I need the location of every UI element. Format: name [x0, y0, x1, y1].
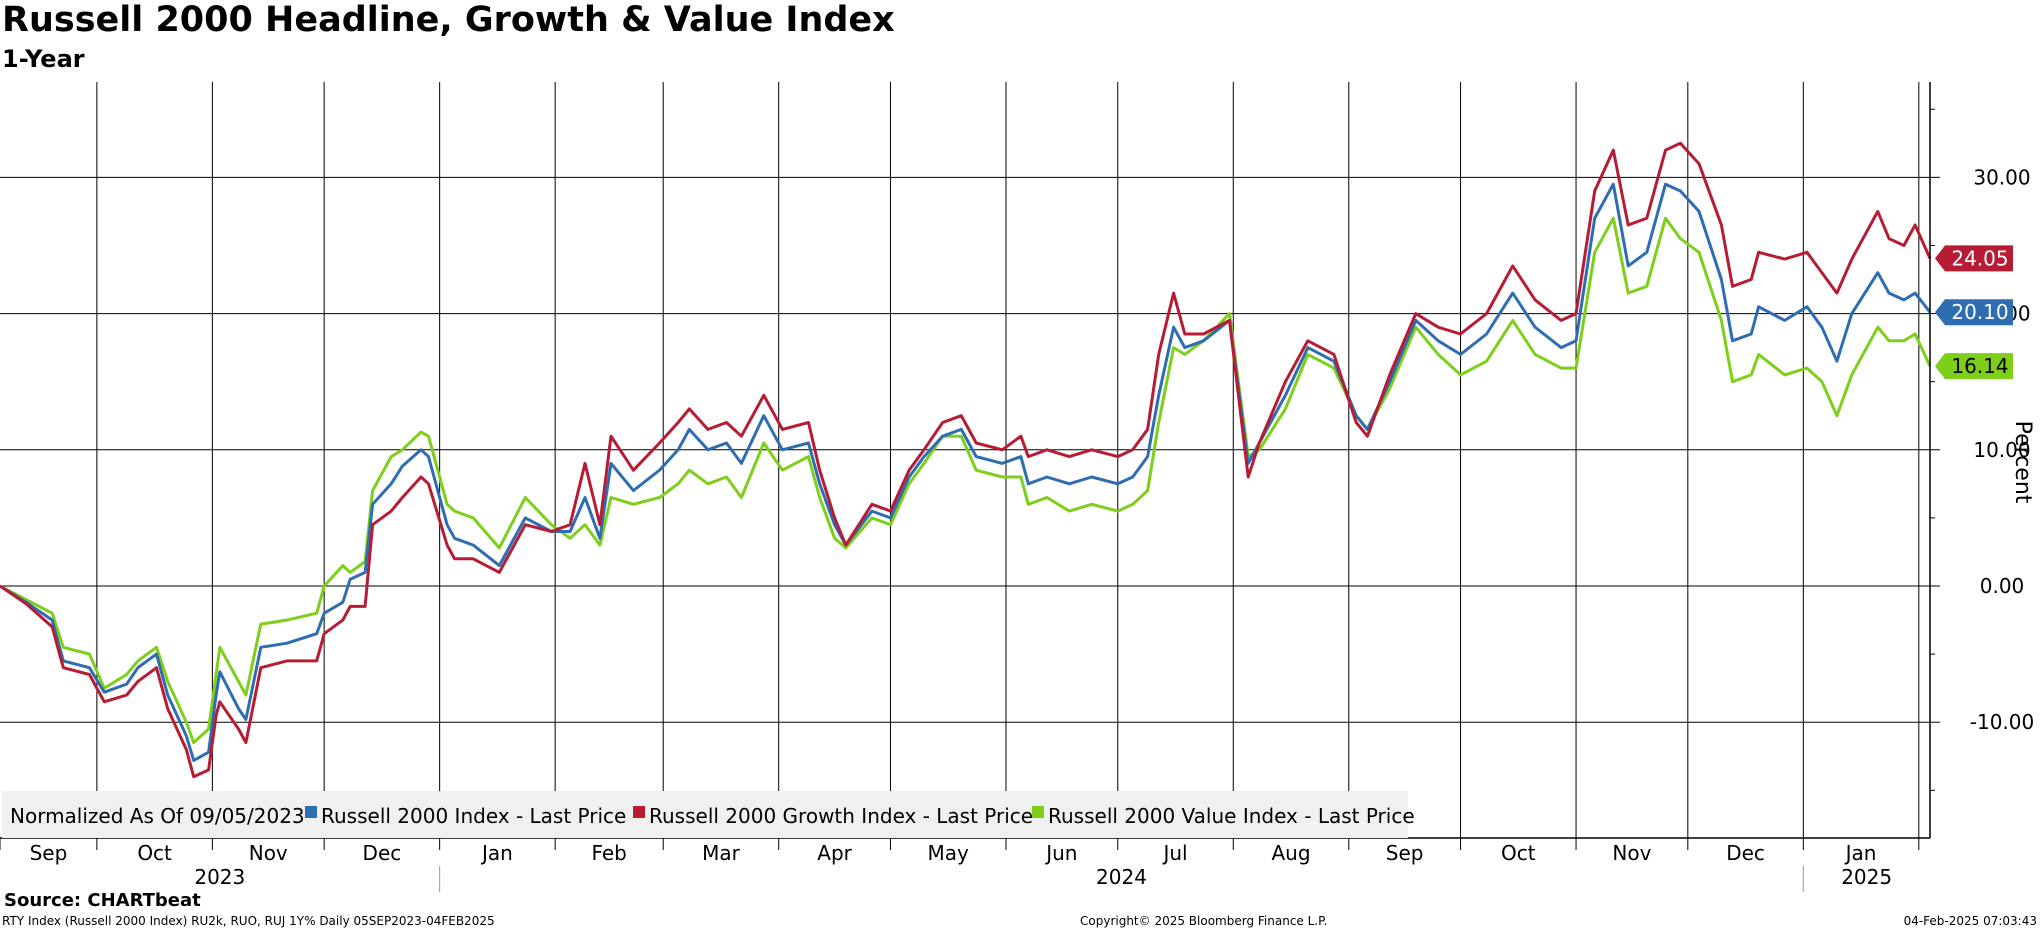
series-line-growth [0, 141, 1932, 779]
y-tick-label: 10.00 [1973, 438, 2030, 462]
legend-background [2, 791, 1408, 838]
end-value-label: 20.10 [1951, 300, 2008, 324]
x-year-label: 2023 [194, 865, 245, 889]
legend-entry: Russell 2000 Index - Last Price [321, 804, 626, 828]
legend-entry: Russell 2000 Growth Index - Last Price [649, 804, 1033, 828]
legend-swatch [1032, 806, 1044, 818]
x-tick-label: Nov [249, 841, 288, 865]
legend-entry: Russell 2000 Value Index - Last Price [1048, 804, 1415, 828]
x-tick-label: Dec [1726, 841, 1765, 865]
end-value-tag [1935, 299, 2013, 326]
series-line-value [0, 216, 1932, 745]
end-value-tag [1935, 245, 2013, 272]
end-labels: 20.10 24.05 16.14 [1935, 245, 2013, 380]
copyright-note: Copyright© 2025 Bloomberg Finance L.P. [1080, 914, 1328, 928]
x-tick-label: Sep [30, 841, 68, 865]
x-tick-label: May [928, 841, 970, 865]
y-tick-label: 0.00 [1980, 574, 2025, 598]
x-axis-layer: Sep Oct Nov Dec Jan Feb Mar Apr May Jun Jul Aug Sep O… [0, 838, 1920, 892]
ticker-line: RTY Index (Russell 2000 Index) RU2k, RUO… [2, 914, 495, 928]
chart-title: Russell 2000 Headline, Growth & Value In… [2, 0, 895, 40]
x-tick-label: Dec [363, 841, 402, 865]
end-value-label: 16.14 [1951, 354, 2008, 378]
x-tick-label: Oct [1501, 841, 1536, 865]
legend: Normalized As Of 09/05/2023 Russell 2000 … [2, 791, 1415, 838]
y-axis-title: Percent [2010, 421, 2035, 504]
y-tick-label: -10.00 [1970, 710, 2034, 734]
legend-prefix: Normalized As Of 09/05/2023 [10, 804, 305, 828]
series-layer [0, 141, 1932, 779]
series-line-russell-2000 [0, 182, 1932, 762]
legend-swatch [633, 806, 645, 818]
x-tick-label: Aug [1271, 841, 1310, 865]
x-year-label: 2025 [1841, 865, 1892, 889]
x-tick-label: Jun [1044, 841, 1077, 865]
x-tick-label: Mar [702, 841, 741, 865]
x-tick-label: Jan [480, 841, 513, 865]
x-year-label: 2024 [1096, 865, 1147, 889]
x-tick-label: Feb [591, 841, 626, 865]
end-value-label: 24.05 [1951, 246, 2008, 270]
timestamp: 04-Feb-2025 07:03:43 [1903, 914, 2037, 928]
x-tick-label: Jul [1161, 841, 1187, 865]
frame-layer [0, 82, 1940, 839]
end-value-tag [1935, 353, 2013, 380]
x-tick-label: Jan [1844, 841, 1877, 865]
chart-subtitle: 1-Year [2, 45, 85, 73]
legend-swatch [305, 806, 317, 818]
x-tick-label: Oct [137, 841, 172, 865]
source-note: Source: CHARTbeat [4, 890, 201, 911]
x-tick-label: Apr [817, 841, 852, 865]
y-tick-label: 30.00 [1973, 165, 2030, 189]
x-tick-label: Nov [1612, 841, 1651, 865]
grid-layer [0, 82, 1930, 838]
x-tick-label: Sep [1386, 841, 1424, 865]
